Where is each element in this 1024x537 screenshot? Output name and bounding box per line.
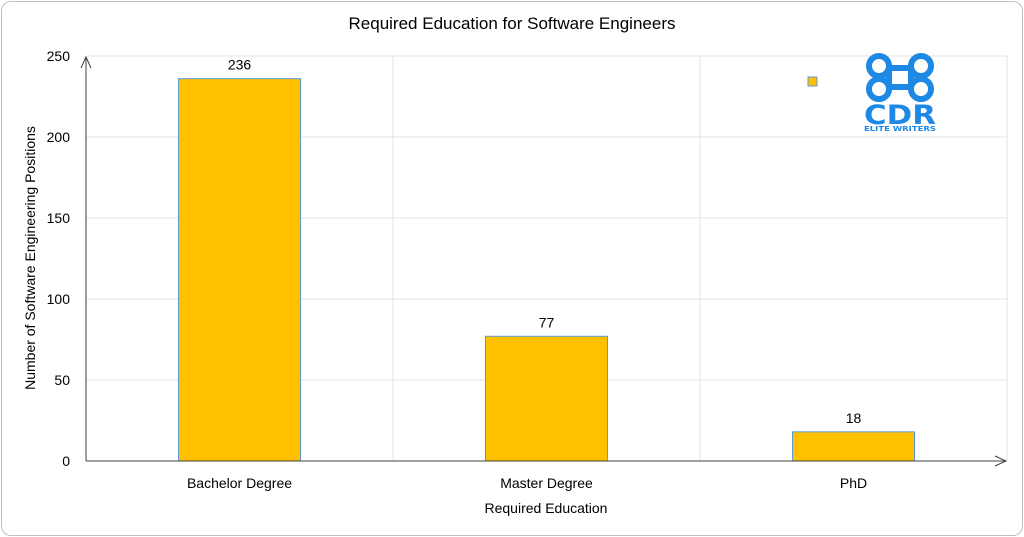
bar-master-degree (485, 335, 608, 462)
x-category-label: Master Degree (500, 475, 593, 491)
command-key-icon (866, 53, 934, 102)
y-tick-label: 0 (62, 453, 70, 469)
y-axis-title: Number of Software Engineering Positions (22, 126, 38, 390)
data-label: 18 (846, 410, 862, 426)
brand-logo: CDR ELITE WRITERS (864, 53, 936, 133)
y-tick-label: 200 (47, 129, 71, 145)
x-category-labels: Bachelor Degree Master Degree PhD (187, 475, 867, 491)
x-axis-arrow (994, 455, 1008, 467)
bar-bachelor-degree (178, 78, 301, 462)
y-tick-label: 50 (54, 372, 70, 388)
logo-brand: CDR (864, 100, 936, 131)
y-tick-label: 100 (47, 291, 71, 307)
logo-tagline: ELITE WRITERS (864, 125, 936, 133)
x-category-label: PhD (840, 475, 867, 491)
bar-phd (792, 431, 915, 462)
y-tick-label: 250 (47, 48, 71, 64)
chart-title: Required Education for Software Engineer… (348, 14, 676, 33)
x-category-label: Bachelor Degree (187, 475, 292, 491)
data-label: 77 (539, 314, 555, 330)
bars (178, 78, 915, 462)
legend-marker (807, 76, 818, 87)
data-labels: 236 77 18 (228, 57, 862, 426)
y-tick-labels: 0 50 100 150 200 250 (47, 48, 71, 469)
x-axis-title: Required Education (485, 500, 608, 516)
y-tick-label: 150 (47, 210, 71, 226)
axes (80, 55, 1008, 467)
y-axis-arrow (80, 55, 92, 69)
data-label: 236 (228, 57, 252, 73)
